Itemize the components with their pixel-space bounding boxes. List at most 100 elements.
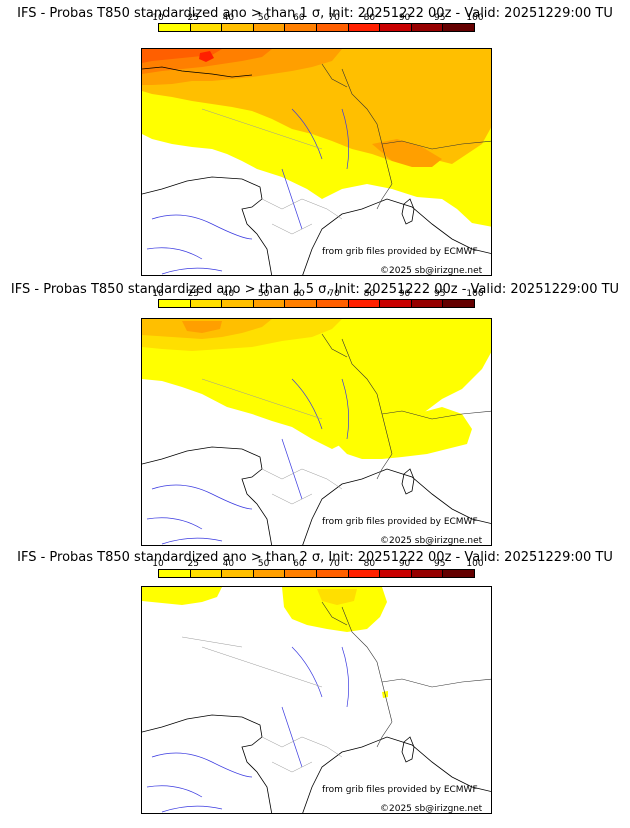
colorbar [158, 569, 475, 578]
colorbar-tick-label: 90 [398, 289, 411, 299]
colorbar-tick-label: 50 [257, 559, 270, 569]
panel-title: IFS - Probas T850 standardized ano > tha… [10, 282, 620, 297]
colorbar-tick-label: 95 [434, 289, 446, 299]
prob-area-70 [199, 51, 214, 62]
colorbar-segment [221, 23, 254, 32]
colorbar-tick-label: 60 [293, 559, 305, 569]
colorbar-segment [252, 569, 286, 578]
colorbar-tick-label: 50 [257, 13, 270, 23]
colorbar-segment [189, 569, 223, 578]
colorbar-tick-label: 40 [222, 13, 235, 23]
country-borders [321, 63, 491, 210]
colorbar-segment [410, 299, 444, 308]
coastline [142, 446, 273, 545]
probability-map: from grib files provided by ECMWF ©2025 … [141, 586, 492, 814]
credit-source: from grib files provided by ECMWF [322, 247, 478, 257]
colorbar-segment [221, 299, 254, 308]
colorbar-tick-label: 100 [466, 289, 484, 299]
prob-area-25 [317, 589, 357, 605]
panel-title: IFS - Probas T850 standardized ano > tha… [17, 6, 613, 21]
prob-area-10-alps [337, 407, 472, 459]
colorbar-tick-label: 10 [152, 289, 164, 299]
coastline-med [302, 198, 491, 275]
colorbar-tick-label: 25 [187, 559, 199, 569]
map-panel-2sigma: IFS - Probas T850 standardized ano > tha… [0, 546, 630, 822]
colorbar-tick-label: 10 [152, 559, 164, 569]
colorbar-segment [379, 569, 412, 578]
colorbar-ticks: 10 25 40 50 60 70 80 90 95 100 [152, 289, 483, 300]
colorbar-tick-label: 40 [222, 559, 235, 569]
colorbar-tick-label: 95 [434, 559, 446, 569]
colorbar-tick-label: 90 [398, 13, 411, 23]
coastline-med [302, 736, 491, 813]
colorbar-ticks: 10 25 40 50 60 70 80 90 95 100 [152, 13, 483, 24]
colorbar-segment [410, 569, 444, 578]
credit-source: from grib files provided by ECMWF [322, 517, 478, 527]
colorbar-ticks: 10 25 40 50 60 70 80 90 95 100 [152, 559, 483, 570]
colorbar-segment [158, 23, 191, 32]
colorbar [158, 299, 475, 308]
credit-copyright: ©2025 sb@irizgne.net [380, 266, 483, 276]
country-borders [321, 601, 491, 748]
colorbar-segment [284, 23, 317, 32]
coastline-med [302, 468, 491, 545]
colorbar-segment [442, 299, 475, 308]
colorbar-segment [221, 569, 254, 578]
colorbar-tick-label: 100 [466, 559, 484, 569]
corsica [401, 468, 415, 495]
prob-area-60 [142, 49, 222, 63]
country-borders [321, 333, 491, 480]
coastline-uk [142, 66, 253, 78]
rivers [146, 646, 349, 813]
colorbar-segment [284, 299, 317, 308]
colorbar-segment [379, 299, 412, 308]
admin-borders [201, 378, 343, 505]
prob-area-10 [142, 319, 491, 449]
colorbar-tick-label: 40 [222, 289, 235, 299]
probability-map: from grib files provided by ECMWF ©2025 … [141, 318, 492, 546]
colorbar-segment [379, 23, 412, 32]
colorbar-tick-label: 25 [187, 13, 199, 23]
coastline [142, 176, 273, 275]
colorbar-tick-label: 60 [293, 13, 305, 23]
colorbar-segment [189, 299, 223, 308]
rivers [146, 108, 349, 275]
colorbar-segment [284, 569, 317, 578]
colorbar-tick-label: 70 [328, 289, 340, 299]
colorbar-segment [252, 299, 286, 308]
admin-borders [201, 108, 343, 235]
credit-copyright: ©2025 sb@irizgne.net [380, 536, 483, 546]
corsica [401, 198, 415, 225]
colorbar-tick-label: 80 [363, 13, 376, 23]
colorbar-tick-label: 60 [293, 289, 305, 299]
corsica [401, 736, 415, 763]
colorbar-tick-label: 25 [187, 289, 199, 299]
colorbar-segment [315, 569, 349, 578]
admin-borders [181, 636, 343, 773]
colorbar-segment [347, 23, 381, 32]
panel-title: IFS - Probas T850 standardized ano > tha… [17, 550, 613, 565]
colorbar-segment [347, 569, 381, 578]
credit-source: from grib files provided by ECMWF [322, 785, 478, 795]
colorbar-tick-label: 95 [434, 13, 446, 23]
prob-area-10-west [142, 587, 222, 605]
colorbar-segment [347, 299, 381, 308]
colorbar-tick-label: 70 [328, 13, 340, 23]
colorbar-tick-label: 10 [152, 13, 164, 23]
colorbar-tick-label: 70 [328, 559, 340, 569]
colorbar-segment [252, 23, 286, 32]
probability-map: from grib files provided by ECMWF ©2025 … [141, 48, 492, 276]
colorbar-tick-label: 100 [466, 13, 484, 23]
map-panel-1sigma: IFS - Probas T850 standardized ano > tha… [0, 0, 630, 276]
colorbar-segment [315, 299, 349, 308]
map-panel-1.5sigma: IFS - Probas T850 standardized ano > tha… [0, 276, 630, 552]
colorbar-tick-label: 50 [257, 289, 270, 299]
colorbar-tick-label: 90 [398, 559, 411, 569]
colorbar-segment [158, 299, 191, 308]
prob-area-10-north [282, 587, 387, 632]
colorbar-segment [442, 23, 475, 32]
colorbar-segment [315, 23, 349, 32]
colorbar-segment [158, 569, 191, 578]
prob-area-60-east [372, 139, 442, 167]
colorbar [158, 23, 475, 32]
